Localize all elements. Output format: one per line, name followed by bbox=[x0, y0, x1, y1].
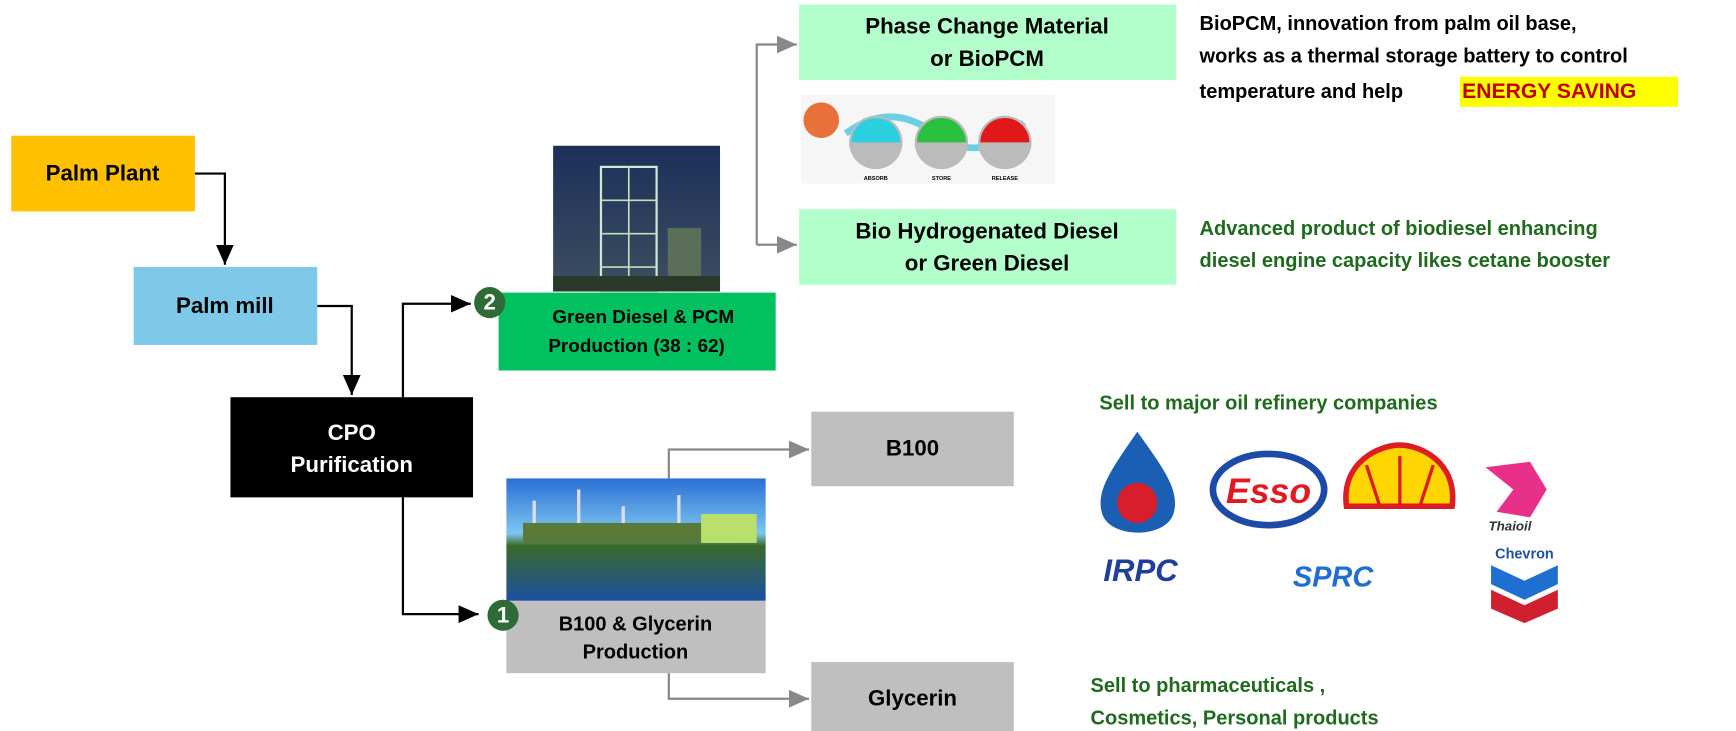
pcm-box bbox=[799, 4, 1177, 81]
chevron-logo bbox=[1491, 565, 1558, 600]
connectors bbox=[194, 35, 810, 708]
green-diesel-box bbox=[799, 209, 1177, 285]
b100-label: B100 bbox=[886, 435, 939, 460]
note-highlight: ENERGY SAVING bbox=[1462, 80, 1636, 103]
palm-plant-box bbox=[11, 135, 195, 212]
green-diesel-label: Bio Hydrogenated Diesel bbox=[855, 218, 1118, 243]
highlight bbox=[1459, 76, 1678, 107]
b100-glycerin-label: Production bbox=[583, 641, 689, 663]
cpo-label: Purification bbox=[291, 452, 413, 477]
palm-mill-label: Palm mill bbox=[176, 293, 274, 318]
note: Advanced product of biodiesel enhancing bbox=[1200, 218, 1598, 240]
green-diesel-pcm-label: Production (38 : 62) bbox=[548, 336, 724, 357]
plant-photo bbox=[553, 145, 721, 293]
refinery-photo bbox=[506, 478, 766, 601]
green-diesel-label: or Green Diesel bbox=[905, 251, 1069, 276]
note: Sell to major oil refinery companies bbox=[1099, 392, 1437, 414]
glycerin-label: Glycerin bbox=[868, 686, 957, 711]
green-diesel-pcm-box bbox=[498, 292, 776, 371]
palm-mill-box bbox=[133, 267, 318, 345]
esso-text: Esso bbox=[1226, 471, 1311, 511]
badge-label: 1 bbox=[497, 602, 509, 627]
b100-box bbox=[811, 411, 1014, 487]
b100-glycerin-box bbox=[506, 600, 766, 674]
pcm-image: ABSORB STORE RELEASE bbox=[801, 94, 1055, 184]
logos: Esso Thaioil IRPC SPRC Chevron bbox=[1100, 431, 1558, 624]
sprc-text: SPRC bbox=[1293, 561, 1374, 593]
b100-glycerin-label: B100 & Glycerin bbox=[559, 614, 713, 636]
pcm-image-label: RELEASE bbox=[992, 176, 1018, 182]
note: temperature and help bbox=[1200, 81, 1404, 103]
chevron-text: Chevron bbox=[1495, 547, 1554, 563]
pcm-label: Phase Change Material bbox=[865, 14, 1109, 39]
thaioil-text: Thaioil bbox=[1488, 519, 1531, 534]
note: Sell to pharmaceuticals , bbox=[1091, 675, 1326, 697]
badge bbox=[474, 287, 506, 319]
esso-logo bbox=[1209, 450, 1328, 529]
palm-plant-label: Palm Plant bbox=[46, 161, 160, 186]
glycerin-box bbox=[811, 662, 1014, 731]
irpc-text: IRPC bbox=[1103, 553, 1178, 588]
pcm-label: or BioPCM bbox=[930, 46, 1044, 71]
pcm-image-label: STORE bbox=[932, 176, 951, 182]
thaioil-logo bbox=[1485, 461, 1547, 518]
cpo-box bbox=[230, 397, 474, 498]
note: Cosmetics, Personal products bbox=[1091, 707, 1379, 729]
note: BioPCM, innovation from palm oil base, bbox=[1200, 13, 1577, 35]
badge bbox=[487, 599, 519, 631]
badge-label: 2 bbox=[484, 290, 496, 315]
cpo-label: CPO bbox=[328, 420, 376, 445]
note: diesel engine capacity likes cetane boos… bbox=[1200, 250, 1611, 272]
note: works as a thermal storage battery to co… bbox=[1199, 45, 1628, 67]
pcm-image-label: ABSORB bbox=[864, 176, 888, 182]
green-diesel-pcm-label: Green Diesel & PCM bbox=[552, 307, 734, 328]
